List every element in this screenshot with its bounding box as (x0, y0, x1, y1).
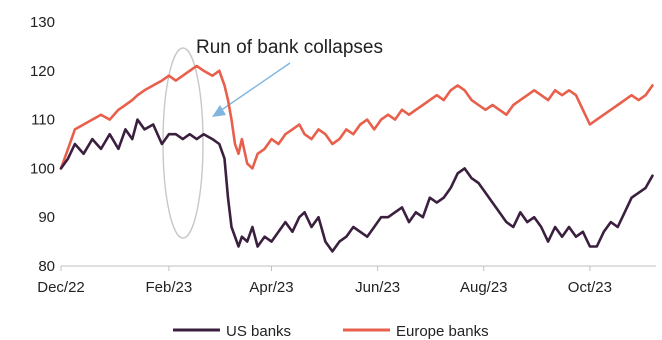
y-tick-label-110: 110 (31, 112, 55, 129)
x-tick-label-aug-23: Aug/23 (460, 279, 508, 296)
y-tick-label-100: 100 (30, 160, 55, 177)
legend-label-us-banks: US banks (226, 323, 291, 340)
x-tick-label-jun-23: Jun/23 (355, 279, 400, 296)
x-axis-tick-labels: Dec/22 Feb/23 Apr/23 Jun/23 Aug/23 Oct/23 (37, 279, 612, 296)
series-lines (59, 64, 654, 253)
y-tick-label-120: 120 (30, 63, 55, 80)
x-tick-label-oct-23: Oct/23 (568, 279, 612, 296)
annotation-arrowhead (212, 105, 226, 117)
annotation-arrow-line (219, 62, 291, 112)
y-tick-label-130: 130 (30, 14, 55, 31)
y-tick-label-80: 80 (38, 258, 55, 275)
y-axis-tick-labels: 80 90 100 110 120 130 (30, 14, 55, 275)
y-tick-label-90: 90 (38, 209, 55, 226)
legend-label-europe-banks: Europe banks (396, 323, 489, 340)
x-axis-tick-marks (60, 266, 591, 271)
x-tick-label-feb-23: Feb/23 (146, 279, 193, 296)
series-line-europe-banks (59, 64, 654, 170)
annotation-run-of-bank-collapses: Run of bank collapses (196, 37, 383, 58)
x-tick-label-dec-22: Dec/22 (37, 279, 85, 296)
legend: US banks Europe banks (173, 323, 489, 340)
x-tick-label-apr-23: Apr/23 (249, 279, 293, 296)
series-line-us-banks (59, 118, 654, 253)
